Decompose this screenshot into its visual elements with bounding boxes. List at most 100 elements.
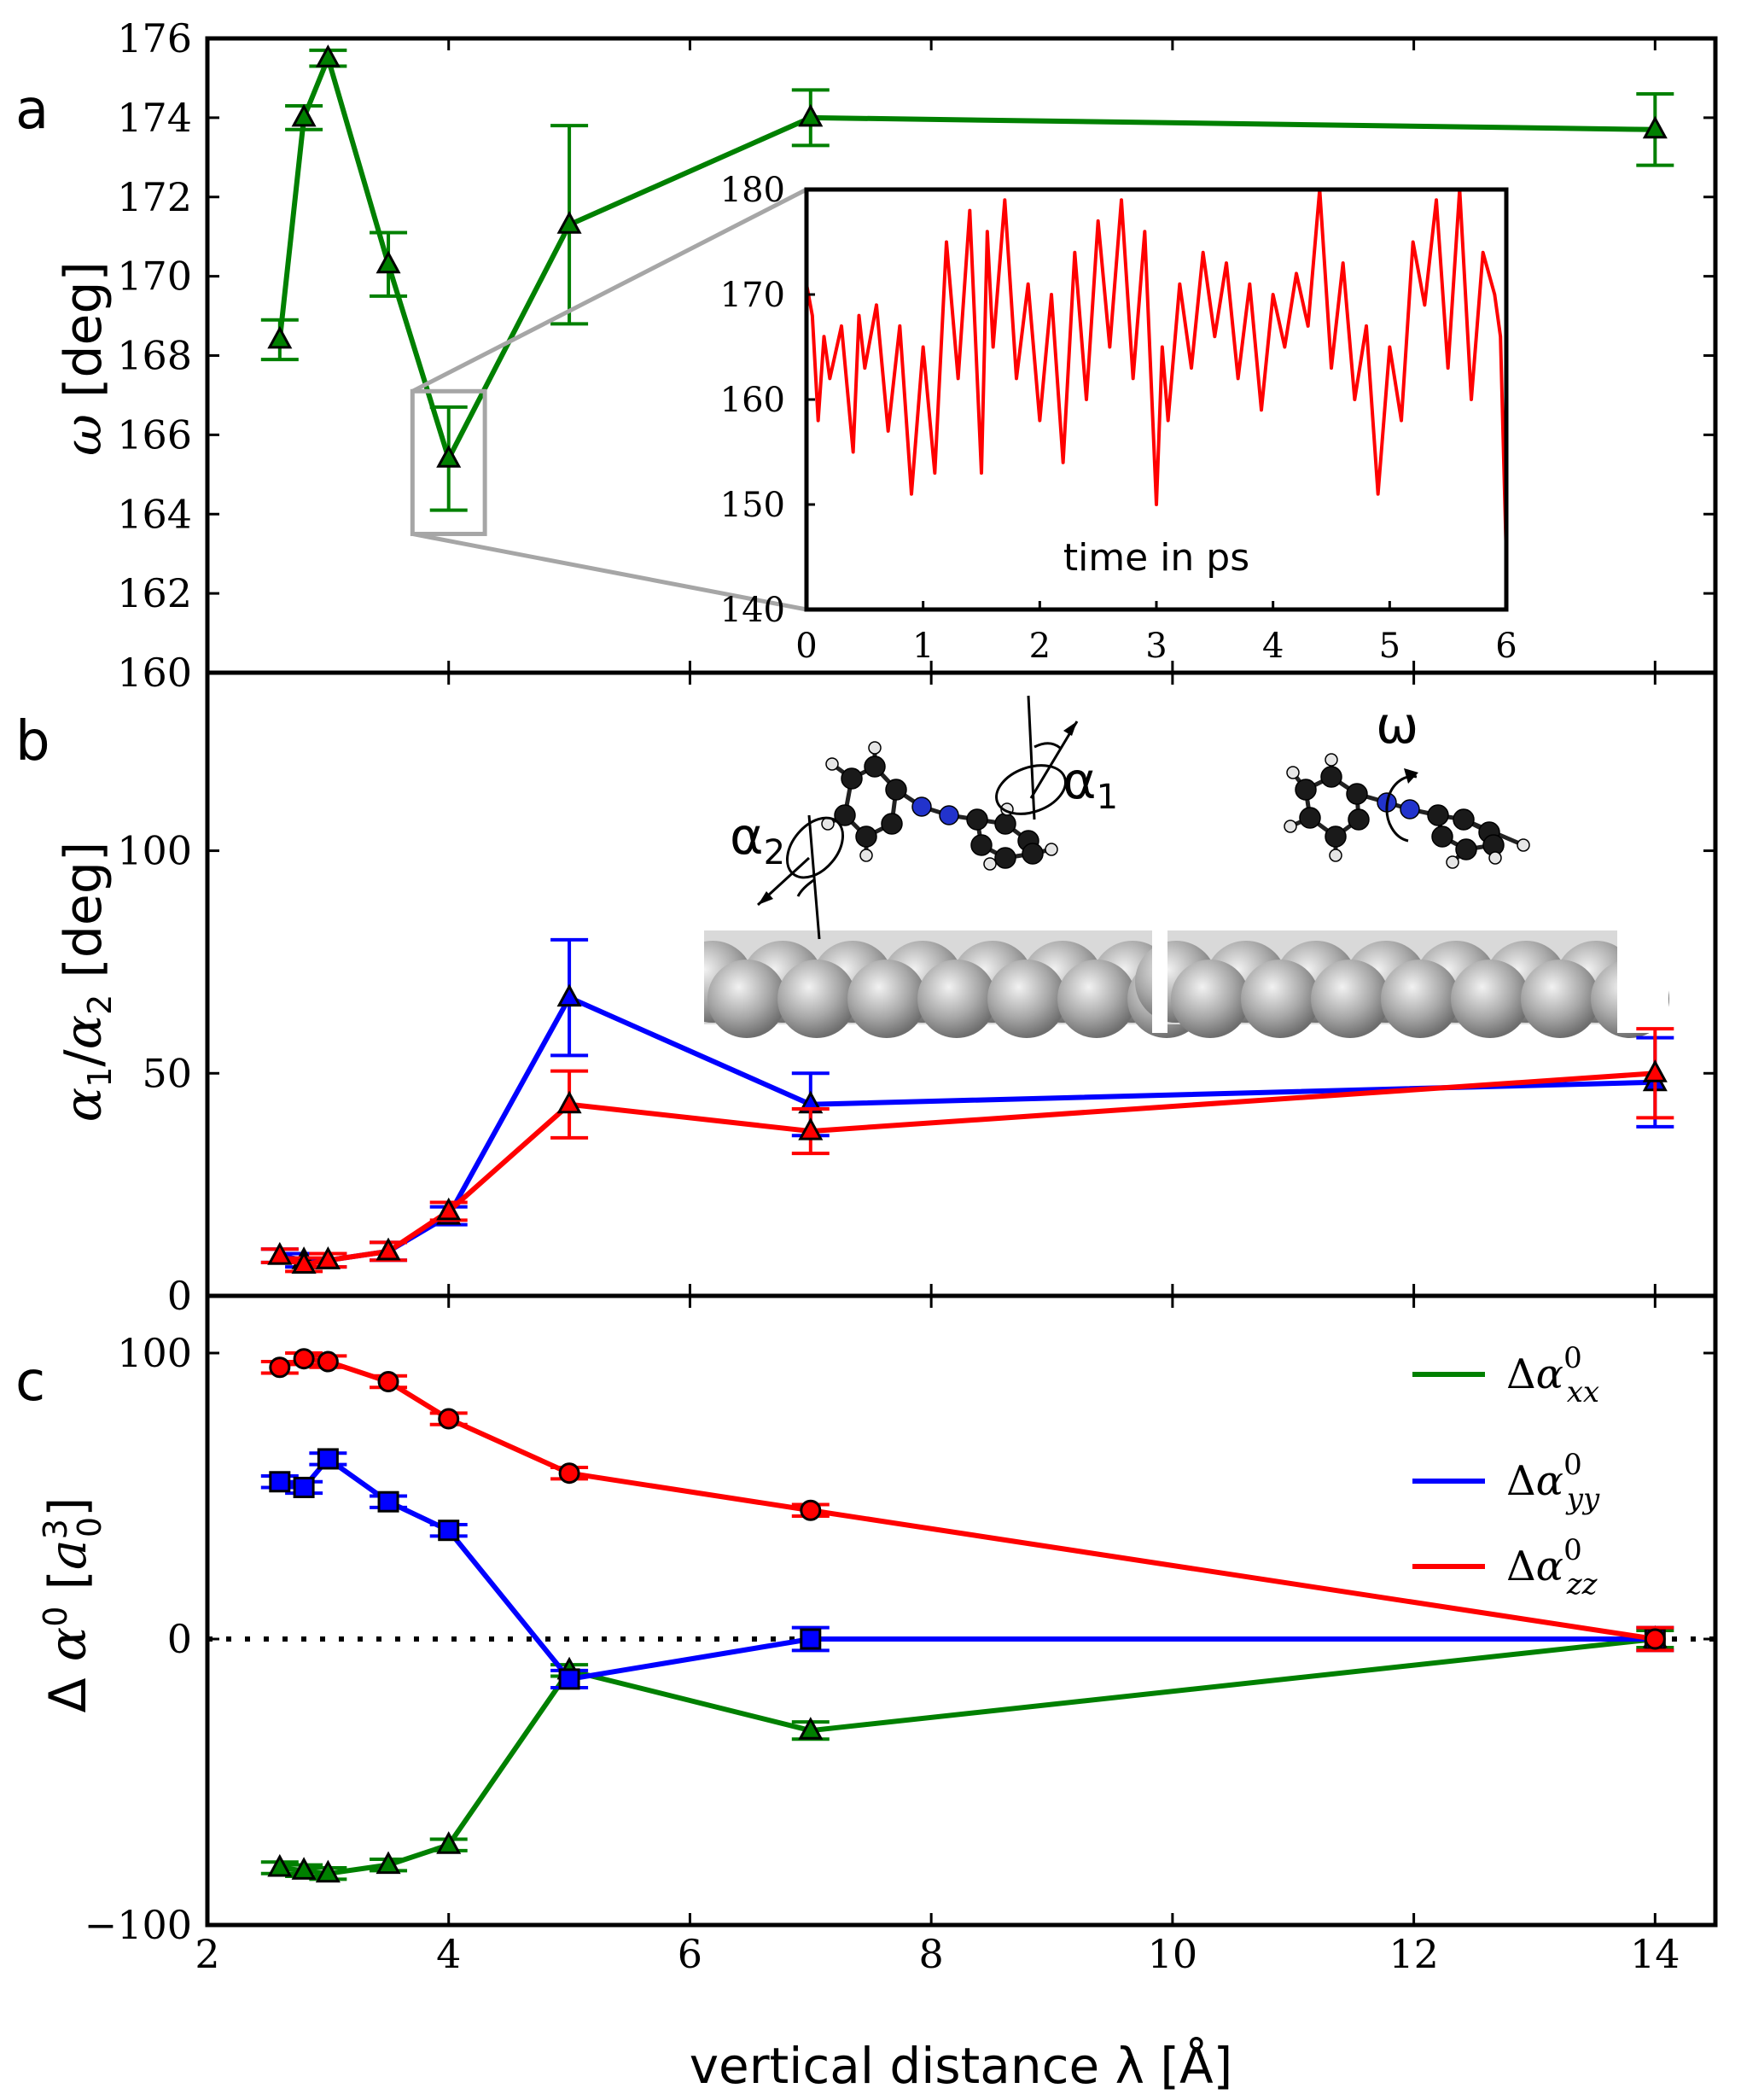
carbon-atom [1348, 808, 1370, 831]
panel-a-line [277, 55, 1656, 462]
omega-label: ω [1376, 696, 1418, 755]
inset-y-tick-label: 140 [720, 591, 785, 630]
nitrogen-atom [911, 796, 932, 817]
surface-atom [1311, 960, 1389, 1038]
legend-label: Δα0 yy [1506, 1448, 1600, 1516]
inset-x-tick-label: 6 [1495, 627, 1517, 666]
carbon-atom [841, 767, 863, 790]
hydrogen-atom [859, 849, 873, 862]
metal-surface-right [1135, 930, 1669, 1038]
inset-y-tick-label: 150 [720, 486, 785, 525]
panel-b-y-tick-label: 50 [142, 1050, 192, 1096]
panel-c-point [269, 1356, 291, 1379]
panel-a-data [260, 44, 1674, 512]
zoom-connector [411, 532, 807, 612]
carbon-atom [885, 779, 907, 801]
surface-edge-mask [657, 926, 704, 1033]
panel-letter-c: c [15, 1350, 45, 1414]
panel-c-point [293, 1476, 315, 1498]
panel-a-y-tick-label: 164 [117, 491, 192, 537]
panel-a-point [315, 44, 341, 67]
hydrogen-atom [1284, 820, 1297, 833]
panel-c-ylabel: Δ α0 [a30] [37, 1497, 108, 1713]
panel-b-point [798, 1117, 824, 1140]
panel-c-y-tick-label: 100 [117, 1330, 192, 1376]
alpha1-rotation-icon: α1 [995, 695, 1118, 820]
x-tick-label: 6 [678, 1931, 702, 1977]
panel-a-point [291, 103, 317, 127]
nitrogen-atom [1400, 799, 1420, 820]
panel-c-series-Δα0zz [260, 1348, 1674, 1653]
panel-c-point [438, 1520, 460, 1542]
surface-atom [777, 960, 856, 1038]
panel-a-y-tick-label: 162 [117, 570, 192, 616]
carbon-atom [1431, 825, 1453, 848]
hydrogen-atom [1286, 766, 1300, 779]
panel-a-point [798, 103, 824, 127]
panel-letter-b: b [15, 710, 50, 773]
panel-b-y-tick-label: 0 [167, 1273, 192, 1319]
panel-c-point [267, 1853, 293, 1877]
nitrogen-atom [939, 805, 959, 825]
inset-data [806, 190, 1506, 557]
azobenzene-molecule-right [1284, 753, 1530, 869]
metal-surface-left [672, 930, 1206, 1038]
inset-y-tick-label: 170 [720, 276, 785, 315]
inset-y-tick-label: 180 [720, 171, 785, 210]
panel-c-legend: Δα0 xx Δα0 yy Δα0 zz [1412, 1341, 1600, 1601]
panel-a-y-tick-label: 170 [117, 254, 192, 300]
surface-atom [1381, 960, 1459, 1038]
panel-a-y-tick-label: 166 [117, 411, 192, 458]
inset-y-tick-label: 160 [720, 381, 785, 420]
panel-b-point [556, 1090, 582, 1114]
carbon-atom [1453, 808, 1475, 831]
panel-c-frame [205, 1293, 1718, 1928]
panel-c [205, 1293, 1718, 1928]
panel-a-point [436, 445, 462, 468]
surface-atom [707, 960, 786, 1038]
panel-a-ylabel: ω [deg] [54, 261, 114, 456]
x-tick-label: 14 [1630, 1931, 1680, 1977]
carbon-atom [1299, 807, 1321, 829]
panel-c-point [558, 1462, 580, 1485]
panel-c-point [317, 1350, 339, 1373]
panel-b-series-α2 [260, 1027, 1674, 1274]
legend-label: Δα0 zz [1506, 1533, 1598, 1601]
panel-a-y-tick-label: 172 [117, 174, 192, 220]
panel-b-y-tick-label: 100 [117, 828, 192, 874]
inset-xlabel: time in ps [1063, 536, 1249, 580]
surface-atom [1451, 960, 1529, 1038]
hydrogen-atom [983, 857, 997, 871]
panel-b-point [291, 1251, 317, 1274]
panel-b-ticks: 0 50 100 [117, 828, 1715, 1319]
inset-x-tick-label: 4 [1262, 627, 1284, 666]
carbon-atom [994, 813, 1016, 835]
carbon-atom [1022, 843, 1044, 865]
x-tick-label: 8 [919, 1931, 944, 1977]
inset-x-tick-label: 0 [795, 627, 817, 666]
panel-a-inset: 0 1 2 3 4 5 6 140 150 160 170 180 time in ps [720, 171, 1517, 666]
hydrogen-atom [825, 757, 839, 771]
surface-atom [847, 960, 926, 1038]
panel-c-point [798, 1717, 824, 1740]
inset-x-tick-label: 5 [1379, 627, 1400, 666]
carbon-atom [834, 804, 856, 826]
panel-c-point [377, 1490, 399, 1513]
carbon-atom [1320, 766, 1342, 788]
panel-c-ticks: −100 0 100 [84, 1330, 1715, 1948]
panel-a-point [1642, 115, 1668, 139]
hydrogen-atom [868, 741, 882, 755]
surface-molecule-illustration: α1 α2 ω [657, 695, 1669, 1038]
x-tick-label: 4 [436, 1931, 461, 1977]
inset-x-tick-label: 1 [912, 627, 934, 666]
panel-a-zoom-indicator [410, 187, 808, 612]
x-tick-label: 10 [1148, 1931, 1198, 1977]
omega-rotation-icon: ω [1376, 696, 1418, 843]
panel-c-point [558, 1668, 580, 1690]
carbon-atom [1455, 838, 1477, 860]
surface-edge-mask [1617, 926, 1668, 1033]
surface-atom [1057, 960, 1136, 1038]
panel-c-point [317, 1448, 339, 1470]
alpha1-label: α1 [1063, 751, 1118, 817]
